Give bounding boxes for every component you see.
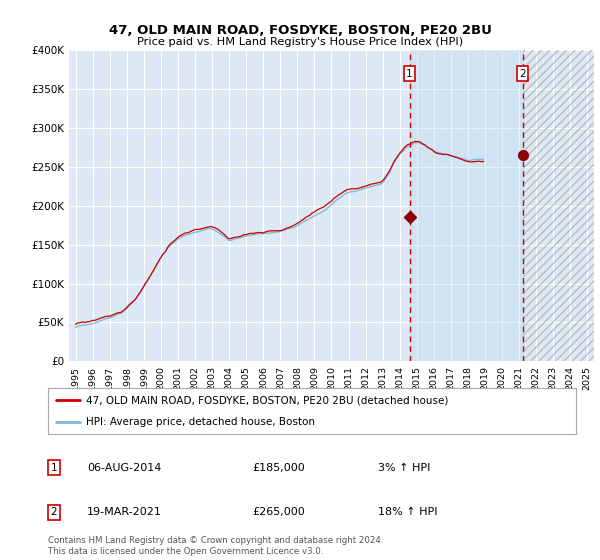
Text: 47, OLD MAIN ROAD, FOSDYKE, BOSTON, PE20 2BU (detached house): 47, OLD MAIN ROAD, FOSDYKE, BOSTON, PE20… <box>86 395 448 405</box>
Bar <box>523 50 600 361</box>
Text: 1: 1 <box>50 463 58 473</box>
Text: Price paid vs. HM Land Registry's House Price Index (HPI): Price paid vs. HM Land Registry's House … <box>137 37 463 47</box>
Text: HPI: Average price, detached house, Boston: HPI: Average price, detached house, Bost… <box>86 417 315 427</box>
Text: 2: 2 <box>519 69 526 79</box>
Text: £185,000: £185,000 <box>252 463 305 473</box>
Text: 2: 2 <box>50 507 58 517</box>
Text: 18% ↑ HPI: 18% ↑ HPI <box>378 507 437 517</box>
Text: 06-AUG-2014: 06-AUG-2014 <box>87 463 161 473</box>
Text: 3% ↑ HPI: 3% ↑ HPI <box>378 463 430 473</box>
Bar <box>410 50 523 361</box>
Text: £265,000: £265,000 <box>252 507 305 517</box>
Text: Contains HM Land Registry data © Crown copyright and database right 2024.
This d: Contains HM Land Registry data © Crown c… <box>48 536 383 556</box>
Text: 1: 1 <box>406 69 413 79</box>
Text: 19-MAR-2021: 19-MAR-2021 <box>87 507 162 517</box>
Text: 47, OLD MAIN ROAD, FOSDYKE, BOSTON, PE20 2BU: 47, OLD MAIN ROAD, FOSDYKE, BOSTON, PE20… <box>109 24 491 36</box>
